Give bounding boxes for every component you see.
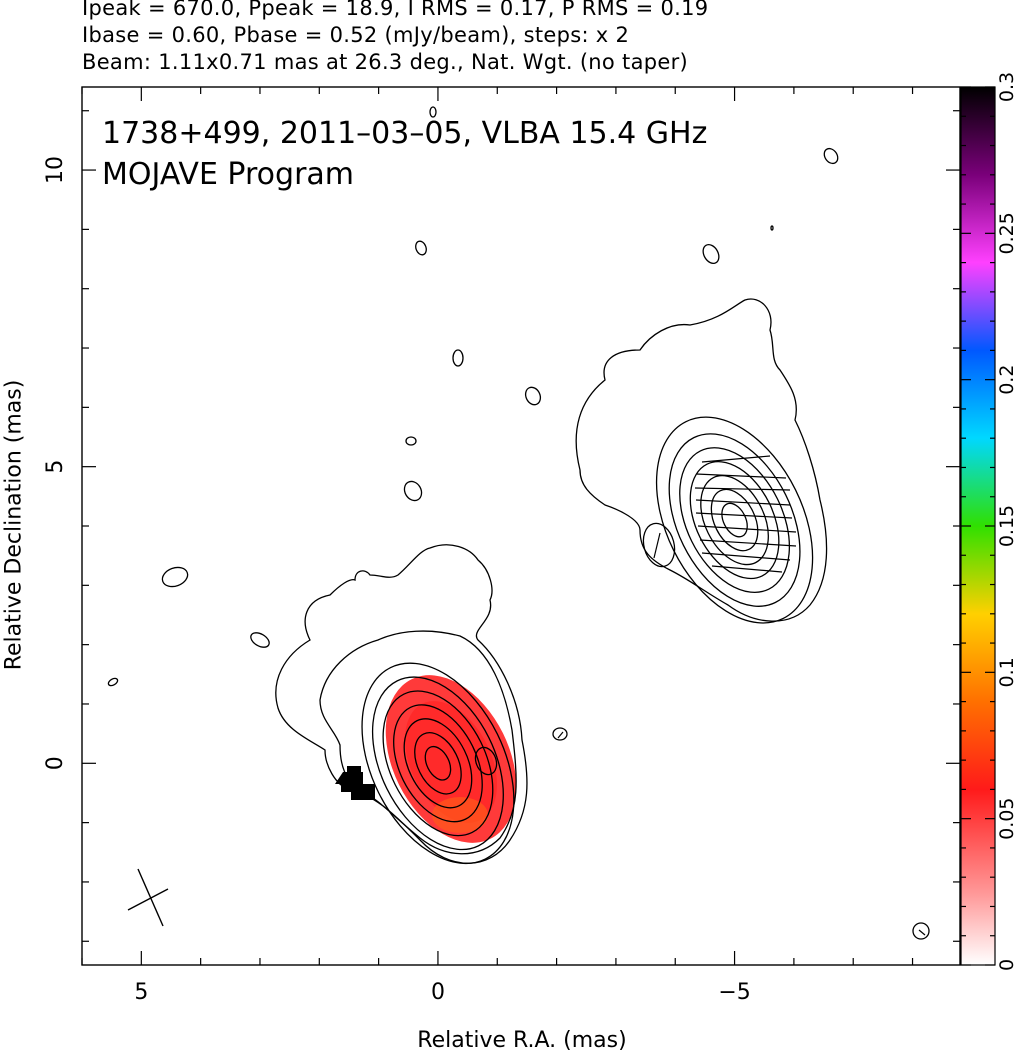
knot-contour <box>679 447 791 594</box>
polarization-vectors <box>557 455 926 936</box>
x-tick-label: 0 <box>431 980 445 1005</box>
colorbar-tick-label: 0.25 <box>996 212 1018 254</box>
program-annotation: MOJAVE Program <box>102 157 354 192</box>
header-line-2: Ibase = 0.60, Pbase = 0.52 (mJy/beam), s… <box>82 23 630 47</box>
core-contour <box>414 732 462 795</box>
core-contour <box>371 676 504 851</box>
knot-contour <box>655 416 814 624</box>
y-tick-label: 5 <box>43 460 68 474</box>
x-tick-label: −5 <box>718 980 750 1005</box>
noise-contours <box>107 106 930 940</box>
core-contour <box>393 704 483 823</box>
colorbar-tick-label: 0.2 <box>996 365 1018 395</box>
knot-contour <box>710 488 759 552</box>
y-tick-label: 10 <box>43 156 68 184</box>
core-contour <box>382 690 494 837</box>
core-contour <box>403 718 473 809</box>
intensity-contours <box>107 106 930 940</box>
colorbar-tick-labels: 0 0.05 0.1 0.15 0.2 0.25 0.3 <box>996 72 1018 971</box>
beam-marker <box>127 868 169 927</box>
contour-2-core <box>319 630 517 855</box>
axis-ticks <box>81 87 960 965</box>
knot-contour <box>700 474 769 566</box>
core-polarization-inner <box>405 701 497 823</box>
core-contour <box>361 662 515 865</box>
colorbar-tick-label: 0.1 <box>996 657 1018 687</box>
y-axis-label: Relative Declination (mas) <box>1 379 27 671</box>
polarization-peak-block <box>335 766 375 800</box>
source-annotation: 1738+499, 2011–03–05, VLBA 15.4 GHz <box>102 116 707 151</box>
y-tick-label: 0 <box>43 756 68 770</box>
header-line-3: Beam: 1.11x0.71 mas at 26.3 deg., Nat. W… <box>82 50 689 74</box>
axis-tick-labels: 5 0 −5 0 5 10 <box>43 156 751 1005</box>
colorbar-tick-label: 0.3 <box>996 72 1018 102</box>
knot-contour <box>668 433 801 607</box>
x-tick-label: 5 <box>134 980 148 1005</box>
header-line-1: Ipeak = 670.0, Ppeak = 18.9, I RMS = 0.1… <box>82 0 709 20</box>
x-axis-label: Relative R.A. (mas) <box>417 1028 627 1053</box>
colorbar-ticks <box>961 86 995 966</box>
plot-frame <box>81 86 961 966</box>
knot-contour <box>689 461 780 580</box>
colorbar-tick-label: 0 <box>996 959 1018 971</box>
colorbar-tick-label: 0.05 <box>996 798 1018 840</box>
colorbar-tick-label: 0.15 <box>996 505 1018 547</box>
knot-contour <box>721 502 748 538</box>
polarized-emission <box>335 675 517 843</box>
core-contour <box>424 745 452 781</box>
core-polarization-edge <box>432 797 488 833</box>
outer-contour-knot <box>575 298 828 622</box>
